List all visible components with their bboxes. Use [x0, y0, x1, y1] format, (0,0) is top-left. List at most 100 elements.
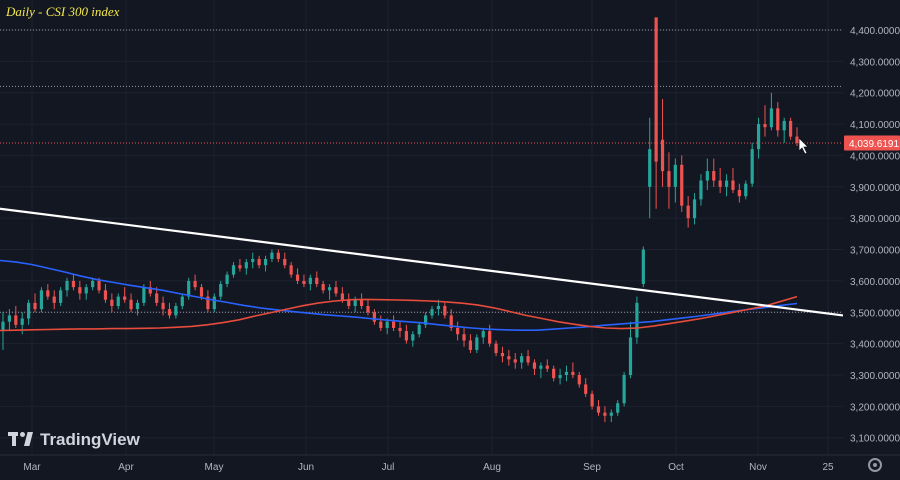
candle-body — [379, 321, 383, 328]
y-tick-label: 3,600.0000 — [850, 277, 900, 288]
candle-body — [577, 375, 581, 385]
settings-gear-icon[interactable] — [868, 458, 882, 472]
candle-body — [187, 280, 191, 297]
candle-body — [763, 124, 767, 128]
candle-body — [411, 334, 415, 341]
candle-body — [744, 183, 748, 197]
candle-body — [231, 265, 236, 275]
candle-body — [359, 299, 364, 306]
candle-body — [257, 258, 261, 266]
candle-body — [97, 280, 101, 291]
x-tick-label: Apr — [118, 462, 134, 473]
candle-body — [449, 315, 453, 328]
candle-body — [308, 277, 312, 285]
candle-body — [270, 252, 274, 259]
candle-body — [33, 302, 37, 310]
y-tick-label: 3,500.0000 — [850, 308, 900, 319]
candle-body — [475, 337, 479, 350]
candle-body — [52, 296, 56, 303]
candle-body — [436, 306, 441, 310]
candle-body — [462, 334, 466, 341]
candle-body — [520, 356, 524, 363]
candle-body — [353, 299, 357, 306]
chart-title: Daily - CSI 300 index — [6, 4, 120, 19]
candle-body — [46, 290, 50, 297]
candle-body — [283, 258, 287, 266]
x-tick-label: Aug — [483, 462, 501, 473]
candle-body — [776, 108, 780, 131]
y-tick-label: 4,200.0000 — [850, 89, 900, 100]
y-tick-label: 3,200.0000 — [850, 402, 900, 413]
candle-body — [155, 293, 159, 303]
tradingview-logo-icon — [8, 432, 34, 448]
candle-body — [372, 312, 376, 322]
candle-body — [782, 120, 786, 131]
candle-body — [756, 124, 761, 150]
candle-body — [641, 249, 645, 285]
x-tick-label: Oct — [668, 462, 684, 473]
candle-body — [731, 180, 735, 190]
candle-body — [206, 296, 210, 310]
candle-body — [91, 280, 95, 288]
candle-body — [616, 403, 620, 413]
current-price-tag — [844, 135, 900, 151]
candle-body — [65, 280, 69, 291]
candle-body — [750, 149, 754, 184]
candle-body — [635, 302, 639, 338]
candle-body — [238, 265, 242, 269]
candle-body — [680, 164, 684, 206]
candle-body — [417, 324, 421, 335]
candle-body — [558, 375, 562, 379]
candle-body — [263, 258, 268, 266]
candle-body — [347, 299, 351, 306]
candle-body — [391, 321, 396, 328]
candle-body — [167, 309, 172, 316]
candle-body — [84, 287, 88, 294]
candle-body — [244, 262, 248, 269]
candle-body — [161, 302, 165, 310]
candle-body — [481, 331, 485, 338]
candle-body — [289, 265, 293, 275]
candle-body — [667, 171, 671, 187]
candle-body — [590, 393, 594, 407]
candle-body — [648, 149, 652, 187]
candle-body — [212, 296, 216, 310]
y-tick-label: 4,300.0000 — [850, 57, 900, 68]
candle-body — [219, 284, 223, 297]
y-tick-label: 3,100.0000 — [850, 434, 900, 445]
candle-body — [225, 274, 229, 285]
y-tick-label: 3,900.0000 — [850, 183, 900, 194]
candle-body — [596, 406, 601, 413]
candle-body — [180, 296, 184, 306]
candle-body — [584, 384, 588, 394]
candle-body — [78, 287, 82, 294]
candle-body — [500, 353, 505, 357]
candle-body — [456, 327, 460, 335]
candle-body — [526, 356, 530, 363]
x-tick-label: Jun — [298, 462, 314, 473]
candle-body — [334, 287, 338, 294]
candle-body — [327, 287, 332, 291]
candle-body — [552, 368, 556, 379]
candle-body — [564, 371, 569, 376]
candle-body — [430, 309, 434, 316]
y-tick-label: 3,300.0000 — [850, 371, 900, 382]
price-axis — [843, 0, 900, 475]
trendline — [0, 207, 844, 317]
candle-body — [135, 302, 140, 310]
candle-body — [385, 321, 389, 328]
candle-body — [20, 318, 24, 325]
x-tick-label: Sep — [583, 462, 601, 473]
candle-body — [609, 412, 613, 416]
moving-average-fast — [0, 295, 798, 332]
candle-body — [103, 290, 108, 300]
candle-body — [788, 120, 793, 137]
candle-body — [315, 277, 319, 285]
candle-body — [468, 340, 473, 350]
tradingview-logo-text: TradingView — [40, 430, 140, 449]
candle-body — [654, 17, 658, 162]
candle-body — [142, 287, 146, 303]
candle-body — [193, 280, 197, 288]
